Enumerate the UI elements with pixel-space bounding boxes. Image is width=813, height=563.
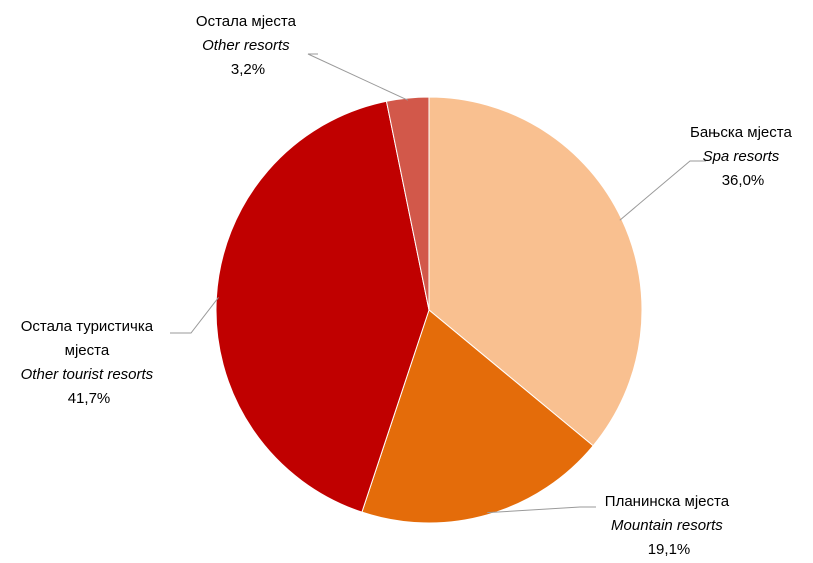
pie-slice-other-tourist <box>215 100 430 513</box>
pie-slice-other <box>385 96 430 311</box>
slice-label-spa-en: Spa resorts <box>703 148 780 165</box>
slice-label-other-tourist-local-line2: мјеста <box>65 342 110 359</box>
leader-line-other-tourist <box>170 297 219 334</box>
leader-line-other <box>307 53 409 101</box>
slice-label-other: Остала мјеста Other resorts 3,2% <box>196 13 300 78</box>
slice-labels: Бањска мјеста Spa resorts 36,0% Планинск… <box>21 13 796 558</box>
pie-slice-spa <box>428 96 643 447</box>
slice-label-other-local: Остала мјеста <box>196 13 297 30</box>
slice-label-mountain-local: Планинска мјеста <box>605 493 730 510</box>
slice-label-other-tourist: Остала туристичка мјеста Other tourist r… <box>21 318 158 407</box>
slice-value-other-tourist: 41,7% <box>68 390 111 407</box>
slice-label-spa: Бањска мјеста Spa resorts 36,0% <box>690 124 796 189</box>
pie-slices <box>215 96 643 524</box>
slice-label-mountain: Планинска мјеста Mountain resorts 19,1% <box>605 493 733 558</box>
slice-value-other: 3,2% <box>231 61 265 78</box>
slice-label-other-en: Other resorts <box>202 37 290 54</box>
slice-label-spa-local: Бањска мјеста <box>690 124 792 141</box>
slice-value-mountain: 19,1% <box>648 541 691 558</box>
slice-value-spa: 36,0% <box>722 172 765 189</box>
slice-label-mountain-en: Mountain resorts <box>611 517 723 534</box>
pie-slice-mountain <box>361 309 594 524</box>
leader-lines <box>170 53 706 514</box>
leader-line-spa <box>619 160 706 221</box>
slice-label-other-tourist-local-line1: Остала туристичка <box>21 318 154 335</box>
leader-line-mountain <box>487 506 596 514</box>
slice-label-other-tourist-en: Other tourist resorts <box>21 366 154 383</box>
